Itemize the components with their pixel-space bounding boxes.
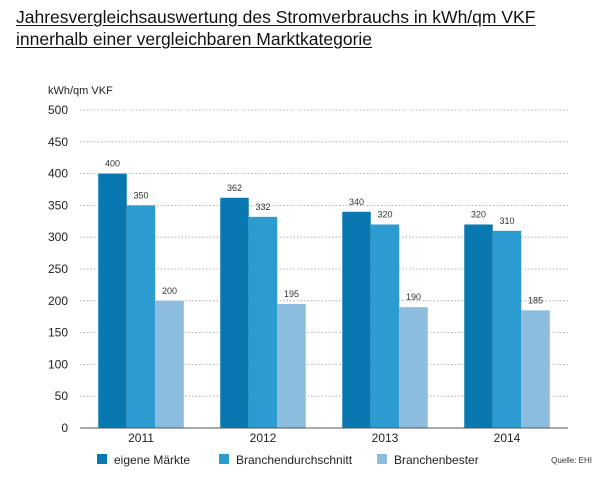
legend-item: Branchendurchschnitt <box>219 453 353 467</box>
y-tick-label: 350 <box>48 198 68 212</box>
bar <box>464 224 493 428</box>
y-axis-label: kWh/qm VKF <box>48 85 113 97</box>
legend: eigene Märkte Branchendurchschnitt Branche… <box>97 453 479 467</box>
data-label: 350 <box>133 190 148 200</box>
legend-label: Branchendurchschnitt <box>236 453 353 467</box>
bar <box>492 230 522 428</box>
bar <box>399 307 428 428</box>
bar <box>277 303 306 428</box>
y-tick-label: 100 <box>48 357 68 371</box>
y-tick-label: 400 <box>48 167 68 181</box>
y-tick-label: 500 <box>48 103 68 117</box>
data-labels: 400 350 200 362 332 195 340 320 190 320 310 185 <box>105 159 543 306</box>
data-label: 340 <box>349 197 364 207</box>
bar <box>155 300 184 428</box>
y-tick-label: 250 <box>48 262 68 276</box>
x-category-label: 2014 <box>494 431 521 445</box>
x-category-label: 2011 <box>128 431 154 445</box>
data-label: 320 <box>377 209 392 219</box>
legend-label: eigene Märkte <box>114 453 190 467</box>
title-line-2: innerhalb einer vergleichbaren Marktkate… <box>16 29 373 49</box>
y-tick-label: 0 <box>61 421 68 435</box>
legend-swatch <box>377 454 387 464</box>
bar <box>370 224 400 428</box>
data-label: 185 <box>528 295 543 305</box>
y-tick-label: 300 <box>48 230 68 244</box>
y-tick-label: 200 <box>48 294 68 308</box>
bar <box>342 211 371 428</box>
legend-label: Branchenbester <box>394 453 479 467</box>
data-label: 320 <box>471 209 486 219</box>
y-axis-ticks: 0 50 100 150 200 250 300 350 400 450 500 <box>48 103 68 435</box>
data-label: 332 <box>255 202 270 212</box>
y-tick-label: 50 <box>55 389 69 403</box>
source-note: Quelle: EHI <box>551 456 592 465</box>
title-line-1: Jahresvergleichsauswertung des Stromverb… <box>16 7 536 27</box>
data-label: 190 <box>406 292 421 302</box>
bar <box>220 197 249 428</box>
bars <box>98 173 550 428</box>
x-axis-categories: 2011 2012 2013 2014 <box>128 431 521 445</box>
y-tick-label: 150 <box>48 326 68 340</box>
chart-title: Jahresvergleichsauswertung des Stromverb… <box>16 6 535 50</box>
data-label: 362 <box>227 183 242 193</box>
x-category-label: 2012 <box>250 431 277 445</box>
data-label: 310 <box>499 216 514 226</box>
bar <box>521 310 550 428</box>
legend-item: Branchenbester <box>377 453 479 467</box>
data-label: 195 <box>284 289 299 299</box>
bar <box>126 205 156 428</box>
x-category-label: 2013 <box>372 431 399 445</box>
bar <box>98 173 127 428</box>
legend-item: eigene Märkte <box>97 453 190 467</box>
legend-swatch <box>219 454 229 464</box>
legend-swatch <box>97 454 107 464</box>
data-label: 400 <box>105 159 120 169</box>
bar <box>248 216 278 428</box>
y-tick-label: 450 <box>48 135 68 149</box>
data-label: 200 <box>162 286 177 296</box>
